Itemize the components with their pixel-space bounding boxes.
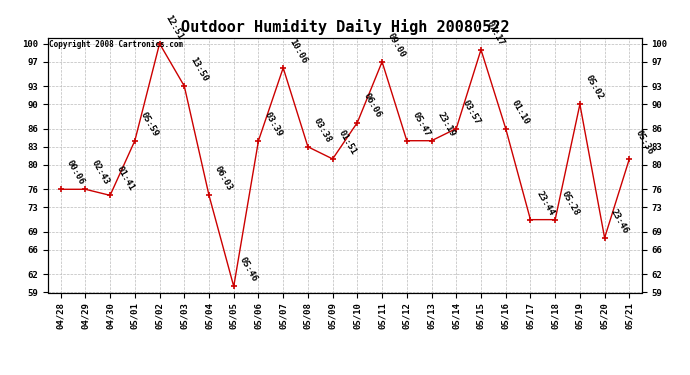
Text: 09:00: 09:00 bbox=[386, 31, 408, 59]
Text: 07:17: 07:17 bbox=[485, 19, 506, 47]
Text: 05:02: 05:02 bbox=[584, 74, 605, 102]
Text: 05:28: 05:28 bbox=[560, 189, 580, 217]
Text: 23:46: 23:46 bbox=[609, 207, 630, 235]
Text: 03:38: 03:38 bbox=[312, 116, 333, 144]
Text: 01:51: 01:51 bbox=[337, 128, 358, 156]
Title: Outdoor Humidity Daily High 20080522: Outdoor Humidity Daily High 20080522 bbox=[181, 19, 509, 35]
Text: 03:57: 03:57 bbox=[460, 98, 482, 126]
Text: 01:10: 01:10 bbox=[510, 98, 531, 126]
Text: 02:43: 02:43 bbox=[90, 159, 111, 186]
Text: 05:59: 05:59 bbox=[139, 110, 160, 138]
Text: Copyright 2008 Cartronics.com: Copyright 2008 Cartronics.com bbox=[50, 40, 184, 49]
Text: 23:44: 23:44 bbox=[535, 189, 556, 217]
Text: 05:36: 05:36 bbox=[633, 128, 655, 156]
Text: 06:03: 06:03 bbox=[213, 165, 235, 193]
Text: 13:50: 13:50 bbox=[188, 56, 210, 83]
Text: 05:46: 05:46 bbox=[238, 256, 259, 284]
Text: 06:06: 06:06 bbox=[362, 92, 383, 120]
Text: 00:06: 00:06 bbox=[65, 159, 86, 186]
Text: 05:47: 05:47 bbox=[411, 110, 432, 138]
Text: 12:51: 12:51 bbox=[164, 13, 185, 41]
Text: 23:19: 23:19 bbox=[435, 110, 457, 138]
Text: 10:06: 10:06 bbox=[287, 37, 308, 65]
Text: 01:41: 01:41 bbox=[115, 165, 135, 193]
Text: 03:39: 03:39 bbox=[263, 110, 284, 138]
